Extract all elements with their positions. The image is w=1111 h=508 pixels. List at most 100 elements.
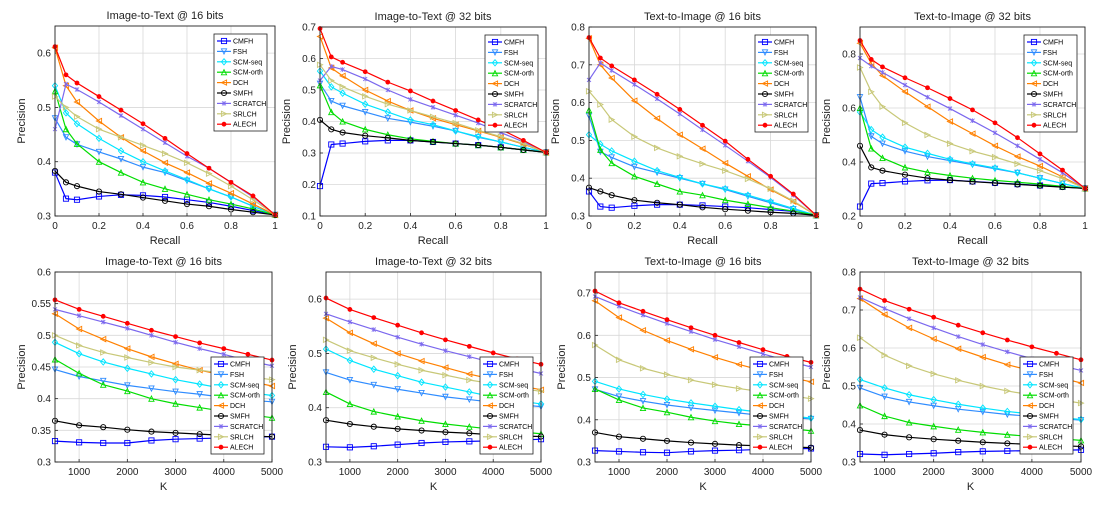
data-point-dch — [630, 97, 638, 105]
data-point-scm-orth — [370, 407, 378, 415]
data-point-dch — [1003, 361, 1011, 369]
legend-marker — [486, 402, 494, 409]
data-point-smfh — [100, 424, 107, 431]
data-point-srlch — [73, 113, 81, 120]
x-tick-label: 4000 — [752, 467, 775, 478]
data-point-dch — [123, 345, 131, 352]
data-point-alech — [395, 322, 401, 328]
legend-item: DCH — [483, 402, 514, 410]
data-point-cmfh — [466, 438, 473, 445]
data-point-alech — [597, 55, 603, 61]
data-point-srlch — [346, 347, 354, 355]
legend-label: SRLCH — [504, 112, 528, 119]
legend-item: SMFH — [1023, 412, 1059, 421]
data-point-scratch — [712, 337, 718, 342]
legend-item: SCM-orth — [214, 391, 260, 400]
data-point-scm-orth — [699, 191, 706, 199]
x-axis-label: K — [967, 481, 975, 493]
legend-item: SCRATCH — [214, 424, 263, 431]
x-tick-label: 0.2 — [358, 221, 372, 232]
legend-item: SMFH — [753, 412, 789, 421]
data-point-dch — [698, 145, 706, 153]
data-point-scratch — [760, 351, 766, 357]
data-point-cmfh — [148, 437, 155, 444]
data-point-scm-orth — [62, 125, 70, 133]
data-point-cmfh — [955, 449, 962, 456]
x-tick-label: 1000 — [68, 467, 91, 478]
y-tick-label: 0.7 — [577, 289, 591, 300]
data-point-scm-seq — [100, 358, 107, 366]
x-tick-label: 3000 — [434, 467, 457, 478]
data-point-scm-seq — [631, 157, 638, 165]
y-tick-label: 0.1 — [302, 212, 316, 223]
legend-label: SCM-seq — [233, 59, 262, 66]
series-line-dch — [54, 47, 276, 216]
y-tick-label: 0.4 — [571, 174, 585, 185]
legend-item: FSH — [488, 49, 518, 57]
data-point-smfh — [466, 430, 473, 437]
data-point-alech — [880, 64, 885, 70]
data-point-scm-seq — [117, 147, 125, 155]
data-point-alech — [453, 108, 459, 113]
y-tick-label: 0.4 — [308, 403, 322, 414]
data-point-scm-orth — [172, 400, 179, 407]
legend-item: DCH — [758, 80, 789, 88]
data-point-smfh — [452, 140, 459, 147]
data-point-srlch — [946, 140, 954, 147]
y-tick-label: 0.4 — [37, 157, 51, 168]
legend-marker — [220, 57, 228, 66]
data-point-scm-seq — [172, 375, 179, 384]
legend-label: ALECH — [499, 445, 522, 452]
data-point-scm-seq — [905, 390, 913, 399]
data-point-scratch — [125, 326, 130, 331]
legend-item: CMFH — [1023, 360, 1059, 369]
legend-marker — [486, 433, 494, 441]
legend: CMFH FSH SCM-seq SCM-orth DCH SMFH SCRATCH SRLC… — [1019, 356, 1074, 455]
data-point-scratch — [74, 87, 80, 92]
data-point-scratch — [96, 99, 102, 105]
legend-label: FSH — [774, 50, 788, 57]
data-point-scm-seq — [407, 116, 414, 124]
data-point-fsh — [881, 393, 888, 401]
y-tick-label: 0.5 — [842, 382, 856, 393]
data-point-dch — [1013, 153, 1021, 160]
data-point-srlch — [205, 170, 213, 177]
data-point-scm-seq — [639, 390, 647, 399]
legend-marker — [1026, 371, 1034, 379]
data-point-smfh — [1059, 184, 1066, 191]
legend-label: SCRATCH — [504, 102, 537, 109]
data-point-srlch — [339, 83, 347, 91]
data-point-scm-seq — [95, 134, 103, 143]
legend: CMFH FSH SCM-seq SCM-orth DCH SMFH SCRATCH SRLC… — [484, 34, 539, 133]
legend: CMFH FSH SCM-seq SCM-orth DCH SMFH SCRATCH SRLC… — [479, 356, 534, 455]
legend-item: CMFH — [758, 38, 794, 47]
data-point-srlch — [466, 376, 473, 384]
data-point-scratch — [197, 346, 202, 351]
legend-label: DCH — [1039, 403, 1054, 410]
x-tick-label: 5000 — [1070, 467, 1093, 478]
data-point-cmfh — [906, 450, 913, 458]
data-point-smfh — [868, 164, 875, 171]
data-point-dch — [183, 169, 191, 176]
data-point-scm-seq — [881, 384, 888, 392]
legend-marker — [761, 111, 769, 119]
data-point-scm-seq — [161, 167, 169, 175]
data-point-scm-seq — [139, 157, 147, 166]
data-point-fsh — [735, 409, 743, 417]
data-point-scm-seq — [979, 404, 986, 412]
data-point-scratch — [329, 64, 334, 69]
data-point-alech — [882, 298, 887, 303]
series-line-dch — [859, 42, 1086, 189]
data-point-srlch — [631, 133, 639, 140]
legend-marker — [1026, 412, 1034, 420]
data-point-scratch — [970, 118, 975, 123]
data-point-alech — [760, 347, 766, 353]
legend-item: SMFH — [488, 90, 524, 99]
data-point-smfh — [615, 433, 623, 440]
data-point-smfh — [249, 209, 257, 216]
y-tick-label: 0.8 — [842, 268, 856, 279]
data-point-srlch — [955, 376, 962, 384]
data-point-scratch — [76, 313, 82, 318]
legend-label: SRLCH — [1039, 434, 1063, 441]
legend-label: CMFH — [1043, 40, 1063, 47]
